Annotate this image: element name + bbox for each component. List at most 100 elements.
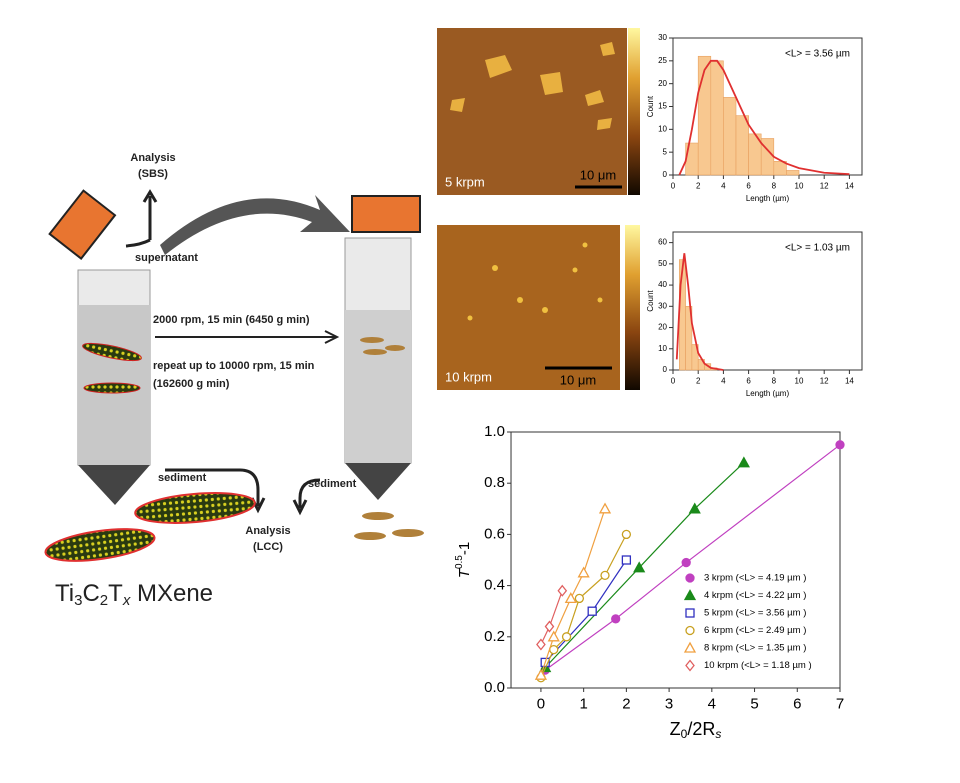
- point: [544, 620, 555, 633]
- afm-flake: [597, 297, 603, 303]
- formula-part: x: [122, 592, 131, 609]
- y-tick-label: 60: [658, 238, 667, 247]
- point: [600, 570, 610, 581]
- image-label: 5 krpm: [445, 174, 485, 189]
- legend-marker: [685, 573, 695, 583]
- y-axis-label: Count: [646, 95, 655, 117]
- scale-bar-label: 10 μm: [560, 372, 596, 387]
- x-tick-label: 4: [708, 695, 716, 712]
- label-part: /2R: [687, 719, 715, 739]
- label-part: T: [456, 567, 473, 578]
- flake: [360, 337, 384, 343]
- label: Analysis: [245, 525, 290, 537]
- x-tick-label: 5: [750, 695, 758, 712]
- afm-image: 5 krpm 10 μm: [437, 28, 640, 195]
- x-tick-label: 4: [721, 182, 726, 191]
- y-tick-label: 0.0: [484, 679, 505, 696]
- point: [547, 630, 560, 642]
- x-tick-label: 8: [772, 377, 777, 386]
- bar: [697, 55, 712, 176]
- afm-flake: [585, 90, 604, 106]
- y-tick-label: 20: [658, 79, 667, 88]
- point: [561, 632, 572, 642]
- y-tick-label: 0.6: [484, 525, 505, 542]
- label: sediment: [308, 478, 357, 490]
- y-tick-label: 1.0: [484, 423, 505, 440]
- x-tick-label: 14: [845, 182, 854, 191]
- flake: [83, 382, 141, 394]
- flake-stack: [134, 492, 256, 524]
- point: [534, 668, 548, 680]
- afm-flake: [600, 42, 615, 56]
- point: [737, 456, 750, 468]
- afm-flake: [517, 297, 523, 303]
- arrow: [142, 189, 158, 240]
- afm-flake: [572, 267, 578, 273]
- y-tick-label: 10: [658, 124, 667, 133]
- series-line: [544, 444, 841, 671]
- point: [621, 529, 632, 540]
- label: supernatant: [135, 252, 198, 264]
- arrow: [292, 478, 321, 516]
- series-line: [544, 462, 745, 668]
- afm-flake: [542, 307, 548, 313]
- point: [621, 555, 632, 565]
- legend-marker: [683, 641, 697, 653]
- x-axis-label: Length (µm): [746, 194, 790, 203]
- y-tick-label: 10: [658, 344, 667, 353]
- legend-label: 5 krpm (<L> = 3.56 µm ): [704, 608, 806, 619]
- x-axis-label: Z0/2Rs: [670, 719, 722, 741]
- y-tick-label: 50: [658, 259, 667, 268]
- afm-image: 10 krpm 10 μm: [437, 225, 640, 390]
- bar: [685, 306, 693, 371]
- point: [835, 440, 845, 450]
- x-tick-label: 3: [665, 695, 673, 712]
- x-tick-label: 12: [820, 377, 829, 386]
- formula-part: MXene: [130, 580, 213, 607]
- point: [574, 593, 585, 604]
- formula-part: 2: [100, 592, 108, 609]
- legend-marker: [685, 608, 695, 618]
- y-tick-label: 25: [658, 56, 667, 65]
- scale-bar-label: 10 μm: [580, 167, 616, 182]
- label-part: 0: [681, 727, 688, 741]
- bar: [773, 161, 787, 176]
- bar: [786, 170, 800, 176]
- y-tick-label: 30: [658, 301, 667, 310]
- legend-label: 6 krpm (<L> = 2.49 µm ): [704, 625, 806, 636]
- label: (SBS): [138, 168, 168, 180]
- afm-flake: [597, 118, 612, 130]
- plot-frame: [510, 431, 841, 689]
- x-tick-label: 2: [622, 695, 630, 712]
- x-tick-label: 1: [579, 695, 587, 712]
- y-tick-label: 0.2: [484, 628, 505, 645]
- flake: [82, 342, 142, 362]
- colorbar: [625, 225, 640, 390]
- point: [681, 557, 691, 568]
- point: [587, 606, 597, 616]
- legend-marker: [685, 625, 695, 636]
- formula-part: 3: [74, 592, 82, 609]
- colorbar: [628, 28, 640, 195]
- x-tick-label: 14: [845, 377, 854, 386]
- label: 2000 rpm, 15 min (6450 g min): [153, 314, 310, 326]
- flake: [363, 349, 387, 355]
- afm-flake: [540, 72, 563, 95]
- legend-marker: [685, 659, 695, 672]
- afm-flake: [450, 98, 465, 112]
- tube-liquid: [345, 310, 411, 463]
- point: [557, 584, 568, 597]
- afm-flake: [485, 55, 512, 78]
- x-tick-label: 2: [696, 182, 701, 191]
- arrow: [125, 238, 151, 248]
- x-tick-label: 10: [795, 182, 804, 191]
- flake: [392, 529, 424, 537]
- orange-cuvette: [48, 189, 117, 260]
- flake: [362, 512, 394, 520]
- label: sediment: [158, 472, 207, 484]
- legend-label: 3 krpm (<L> = 4.19 µm ): [704, 573, 806, 584]
- legend-label: 10 krpm (<L> = 1.18 µm ): [704, 660, 812, 671]
- afm-flake: [467, 315, 473, 321]
